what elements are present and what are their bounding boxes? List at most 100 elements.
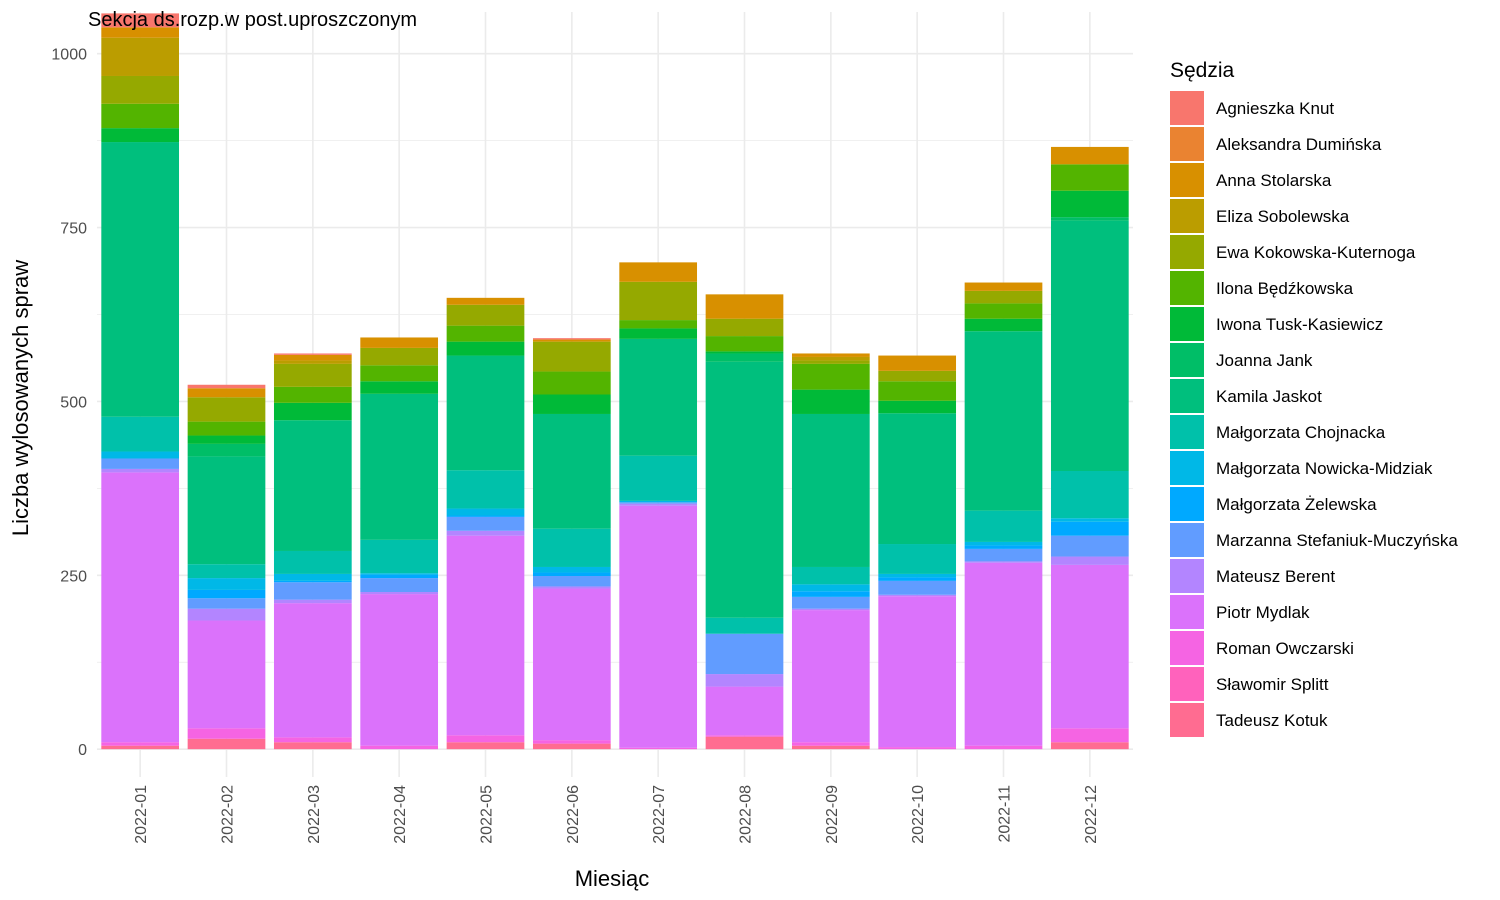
bar-segment bbox=[964, 318, 1043, 332]
bar-segment bbox=[101, 458, 180, 469]
bar-segment bbox=[791, 591, 870, 597]
bar-segment bbox=[360, 347, 439, 366]
bar-segment bbox=[101, 37, 180, 76]
bar-segment bbox=[878, 544, 957, 574]
bar-segment bbox=[878, 573, 957, 578]
bar-segment bbox=[101, 103, 180, 129]
bar-segment bbox=[187, 589, 266, 599]
bar-segment bbox=[791, 356, 870, 361]
bar-segment bbox=[1050, 220, 1129, 471]
bar-segment bbox=[446, 304, 525, 326]
legend-swatch bbox=[1170, 631, 1204, 665]
bar-segment bbox=[791, 413, 870, 567]
x-tick-label: 2022-12 bbox=[1083, 785, 1100, 844]
bar-segment bbox=[791, 353, 870, 357]
bar-segment bbox=[273, 603, 352, 738]
bar-segment bbox=[532, 394, 611, 414]
legend-swatch bbox=[1170, 163, 1204, 197]
bar-segment bbox=[101, 472, 180, 743]
bar-segment bbox=[187, 388, 266, 398]
bar-segment bbox=[619, 328, 698, 339]
legend-label: Mateusz Berent bbox=[1216, 567, 1335, 586]
legend-label: Ilona Będźkowska bbox=[1216, 279, 1354, 298]
bar-segment bbox=[532, 341, 611, 372]
bar-segment bbox=[446, 515, 525, 517]
bar-segment bbox=[878, 413, 957, 545]
bar-segment bbox=[532, 338, 611, 340]
bar-segment bbox=[705, 351, 784, 354]
bar-segment bbox=[360, 578, 439, 593]
bar-segment bbox=[705, 617, 784, 634]
bar-segment bbox=[791, 608, 870, 611]
legend-swatch bbox=[1170, 199, 1204, 233]
bar-segment bbox=[273, 573, 352, 581]
bar-segment bbox=[187, 421, 266, 436]
bar-segment bbox=[360, 594, 439, 746]
y-axis: 0 250 500 750 1000 bbox=[51, 47, 87, 759]
x-tick-label: 2022-04 bbox=[392, 785, 409, 844]
bar-segment bbox=[964, 745, 1043, 750]
bar-segment bbox=[273, 360, 352, 364]
bar-segment bbox=[446, 516, 525, 531]
bar-segment bbox=[619, 281, 698, 321]
bar-segment bbox=[878, 580, 957, 595]
bar-segment bbox=[964, 562, 1043, 746]
bar-segment bbox=[964, 545, 1043, 549]
bar-segment bbox=[532, 528, 611, 567]
bar-segment bbox=[446, 742, 525, 750]
bar-segment bbox=[360, 365, 439, 382]
legend-label: Sławomir Splitt bbox=[1216, 675, 1329, 694]
bar-segment bbox=[791, 363, 870, 390]
bar-segment bbox=[705, 735, 784, 737]
x-tick-label: 2022-05 bbox=[479, 785, 496, 844]
legend-swatch bbox=[1170, 559, 1204, 593]
legend-swatch bbox=[1170, 307, 1204, 341]
bar-segment bbox=[360, 337, 439, 348]
bar-segment bbox=[360, 393, 439, 540]
bar-segment bbox=[273, 353, 352, 355]
bar-segment bbox=[101, 75, 180, 104]
bar-segment bbox=[878, 594, 957, 597]
bar-segment bbox=[532, 339, 611, 342]
bar-segment bbox=[791, 610, 870, 743]
bar-segment bbox=[532, 740, 611, 744]
legend-swatch bbox=[1170, 235, 1204, 269]
legend-label: Anna Stolarska bbox=[1216, 171, 1332, 190]
bars bbox=[101, 13, 1129, 750]
legend-label: Małgorzata Nowicka-Midziak bbox=[1216, 459, 1433, 478]
legend-swatch bbox=[1170, 379, 1204, 413]
legend-swatch bbox=[1170, 91, 1204, 125]
x-axis-title: Miesiąc bbox=[575, 866, 650, 891]
x-tick-label: 2022-09 bbox=[824, 785, 841, 844]
bar-segment bbox=[187, 608, 266, 621]
y-axis-title: Liczba wylosowanych spraw bbox=[8, 260, 33, 536]
bar-segment bbox=[187, 456, 266, 565]
bar-segment bbox=[187, 564, 266, 579]
bar-segment bbox=[619, 262, 698, 282]
legend-label: Iwona Tusk-Kasiewicz bbox=[1216, 315, 1383, 334]
legend-swatch bbox=[1170, 127, 1204, 161]
x-tick-label: 2022-02 bbox=[220, 785, 237, 844]
bar-segment bbox=[964, 331, 1043, 511]
bar-segment bbox=[705, 686, 784, 736]
y-tick-label: 250 bbox=[60, 568, 87, 585]
bar-segment bbox=[101, 142, 180, 417]
bar-segment bbox=[273, 742, 352, 750]
bar-segment bbox=[187, 384, 266, 389]
bar-segment bbox=[273, 550, 352, 574]
bar-segment bbox=[360, 592, 439, 595]
bar-segment bbox=[446, 530, 525, 536]
bar-segment bbox=[446, 735, 525, 743]
legend-swatch bbox=[1170, 451, 1204, 485]
bar-segment bbox=[273, 363, 352, 387]
bar-segment bbox=[532, 371, 611, 395]
bar-segment bbox=[446, 355, 525, 471]
bar-segment bbox=[964, 510, 1043, 542]
bar-segment bbox=[1050, 164, 1129, 191]
legend-swatch bbox=[1170, 271, 1204, 305]
bar-segment bbox=[532, 413, 611, 529]
bar-segment bbox=[878, 577, 957, 581]
x-axis: 2022-01 2022-02 2022-03 2022-04 2022-05 2022-… bbox=[133, 785, 1100, 844]
bar-segment bbox=[187, 435, 266, 444]
y-tick-label: 0 bbox=[78, 742, 87, 759]
